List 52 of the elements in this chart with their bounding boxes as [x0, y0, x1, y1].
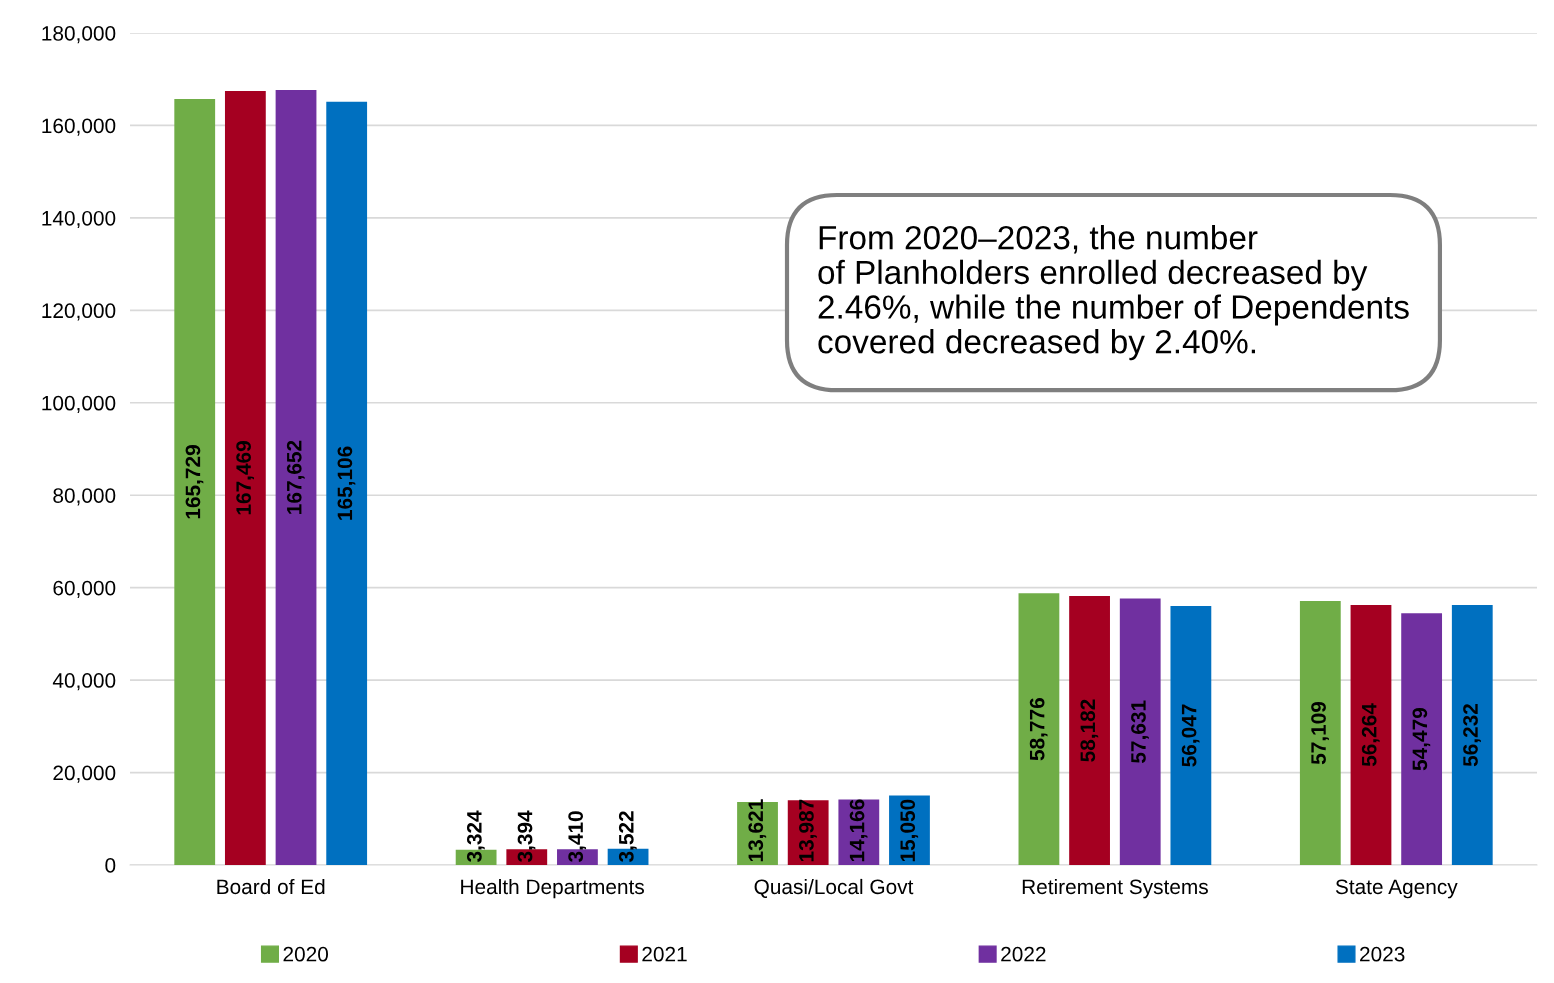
- bar: [1119, 598, 1161, 865]
- bar: [1401, 613, 1443, 865]
- data-label: 13,987: [799, 799, 817, 862]
- x-tick-label: Retirement Systems: [1022, 878, 1208, 899]
- data-label: 56,047: [1181, 704, 1200, 767]
- data-label: 57,109: [1311, 701, 1329, 765]
- x-tick-label: Board of Ed: [217, 878, 325, 895]
- data-label: 56,264: [1361, 703, 1380, 767]
- y-tick-label: 20,000: [53, 765, 116, 783]
- bar: [1350, 604, 1392, 865]
- bar: [1299, 601, 1341, 865]
- y-tick-label: 120,000: [42, 303, 116, 321]
- x-tick-label: Quasi/Local Govt: [754, 878, 914, 898]
- data-label: 54,479: [1412, 708, 1431, 771]
- legend-label: 2021: [642, 946, 687, 962]
- data-label: 15,050: [900, 799, 919, 862]
- legend-label: 2023: [1360, 946, 1405, 962]
- y-tick-label: 0: [105, 858, 116, 873]
- legend-label: 2020: [283, 946, 329, 962]
- data-label: 167,469: [236, 441, 254, 515]
- bar: [326, 101, 368, 865]
- bar: [1451, 605, 1493, 865]
- y-tick-label: 160,000: [42, 118, 116, 136]
- data-label: 3,394: [517, 810, 536, 863]
- legend-label: 2022: [1001, 946, 1046, 962]
- data-label: 14,166: [849, 799, 868, 862]
- bar: [224, 90, 266, 865]
- data-label: 167,652: [286, 440, 305, 514]
- bar: [1069, 596, 1110, 865]
- data-label: 13,621: [748, 799, 767, 862]
- data-label: 3,410: [568, 811, 587, 863]
- data-label: 57,631: [1131, 700, 1149, 764]
- data-label: 165,729: [185, 445, 204, 519]
- y-tick-label: 40,000: [52, 673, 116, 691]
- data-label: 58,776: [1029, 698, 1048, 761]
- y-tick-label: 180,000: [42, 26, 116, 44]
- x-tick-label: State Agency: [1335, 879, 1458, 899]
- bar: [1018, 593, 1060, 865]
- annotation: From 2020–2023, the number of Planholders enrolled decreased by 2.46%, while the number of Dependents covered decreased by 2.40%.: [818, 225, 1409, 361]
- y-tick-label: 140,000: [42, 210, 116, 229]
- bar: [174, 98, 216, 865]
- bar: [1170, 605, 1212, 865]
- data-label: 3,522: [618, 811, 637, 863]
- data-label: 165,106: [337, 446, 356, 520]
- x-tick-label: Health Departments: [461, 878, 644, 899]
- y-tick-label: 80,000: [53, 488, 116, 506]
- data-label: 56,232: [1463, 704, 1481, 767]
- data-label: 58,182: [1080, 699, 1099, 762]
- y-tick-label: 60,000: [53, 580, 116, 598]
- y-tick-label: 100,000: [42, 395, 116, 413]
- data-label: 3,324: [466, 810, 485, 863]
- bar: [275, 90, 317, 865]
